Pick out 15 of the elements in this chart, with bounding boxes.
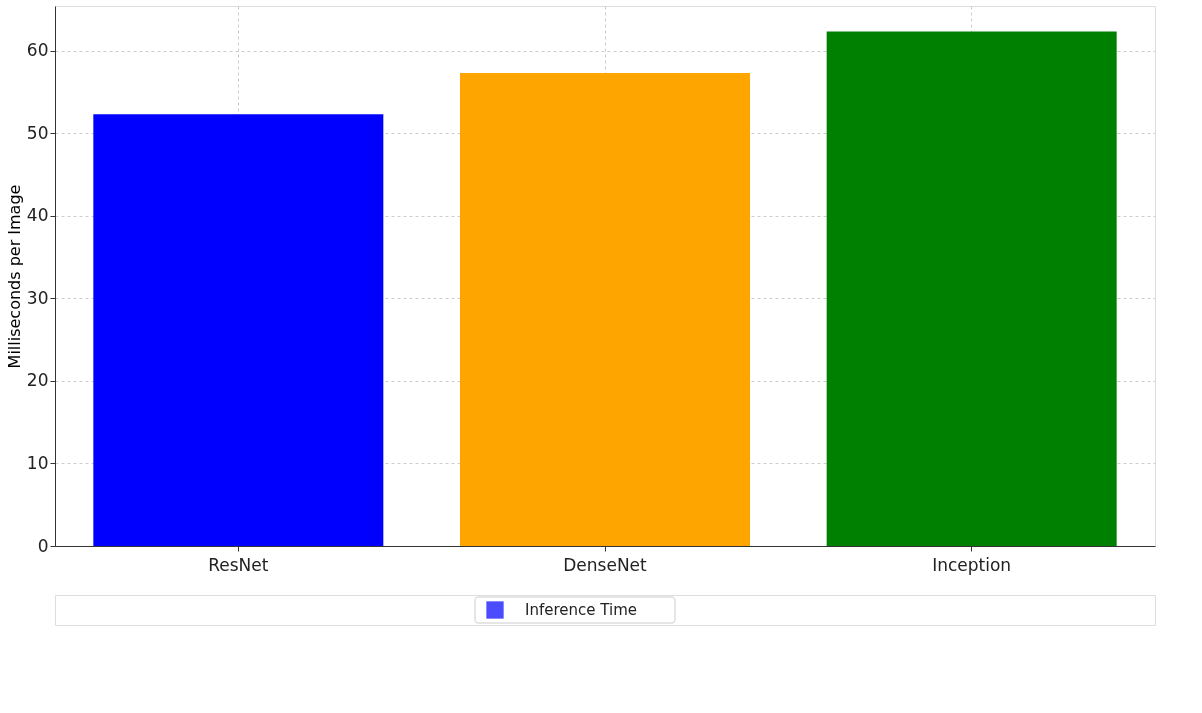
y-tick-label: 40 [26,205,49,226]
y-tick-label: 10 [26,452,49,473]
legend-label: Inference Time [525,601,637,619]
x-tick-label: ResNet [208,554,269,575]
bar [826,31,1117,546]
y-tick-label: 60 [26,40,49,61]
y-tick-label: 0 [37,535,49,556]
y-axis-title: Milliseconds per Image [4,184,24,369]
y-tick-label: 30 [26,287,49,308]
bar [93,114,384,546]
x-tick-label: DenseNet [563,554,648,575]
x-tick-label: Inception [932,554,1012,575]
y-tick-label: 20 [26,370,49,391]
bar [460,72,750,546]
y-tick-label: 50 [26,122,49,143]
